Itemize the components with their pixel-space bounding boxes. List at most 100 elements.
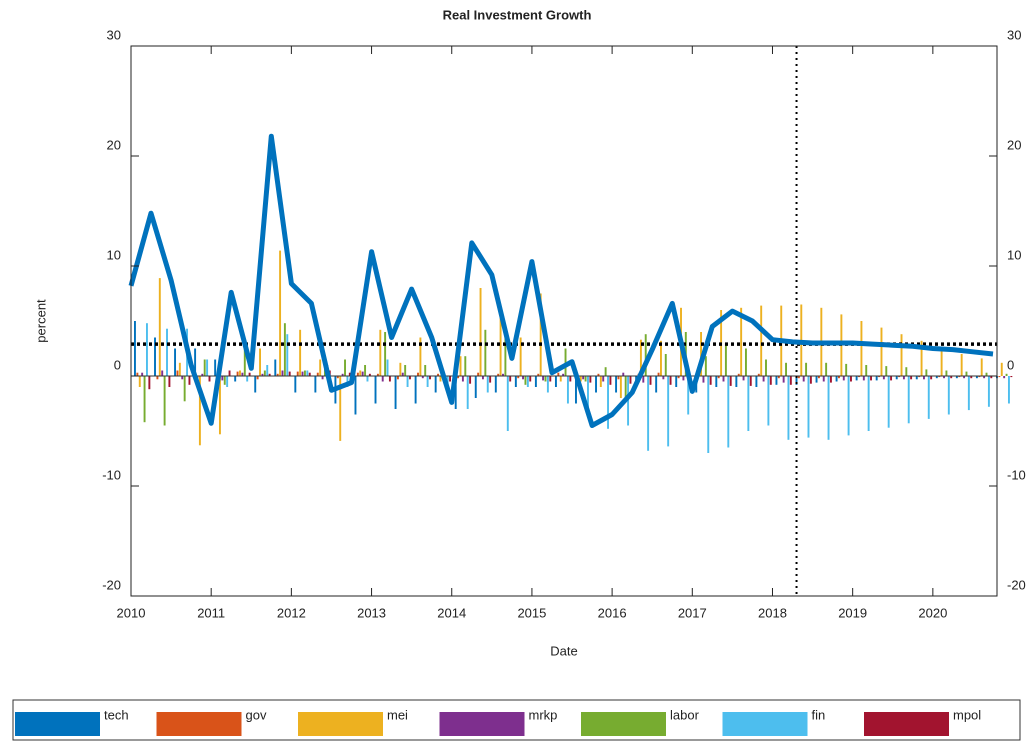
- bar: [359, 370, 362, 376]
- bar: [970, 376, 973, 379]
- bar: [502, 373, 504, 376]
- bar: [627, 376, 630, 426]
- bar: [296, 371, 299, 376]
- bar: [201, 373, 204, 376]
- bar: [234, 376, 237, 382]
- legend-label: mpol: [953, 707, 981, 722]
- bar: [168, 376, 171, 387]
- plot-frame: [130, 45, 998, 597]
- bar: [274, 359, 277, 376]
- x-axis-label: Date: [550, 643, 577, 658]
- bar: [154, 337, 156, 376]
- y2-tick-label: 0: [1007, 357, 1014, 372]
- bar: [875, 376, 878, 381]
- bar: [399, 362, 402, 376]
- bar: [223, 376, 226, 385]
- bar: [276, 373, 279, 376]
- bar: [481, 376, 484, 380]
- bar: [294, 376, 297, 393]
- bar: [935, 376, 938, 379]
- bar: [1007, 376, 1010, 404]
- bar: [134, 321, 136, 376]
- bar: [1003, 376, 1006, 379]
- bar: [279, 250, 282, 376]
- bar: [384, 332, 387, 376]
- bar: [366, 376, 369, 382]
- bar: [923, 376, 925, 380]
- y2-tick-label: 20: [1007, 137, 1021, 152]
- bar: [880, 327, 883, 376]
- bar: [379, 329, 382, 376]
- bar: [401, 372, 404, 376]
- bar: [283, 323, 286, 376]
- y-tick-label: 30: [107, 27, 121, 42]
- bar: [522, 376, 524, 380]
- bar: [388, 376, 391, 382]
- bar: [900, 334, 903, 376]
- bar: [221, 376, 224, 381]
- bar: [963, 376, 966, 379]
- bar: [624, 376, 627, 398]
- bar: [1005, 373, 1008, 376]
- bar: [795, 376, 798, 385]
- bar: [855, 376, 858, 381]
- bar: [822, 376, 825, 382]
- legend-swatch: [581, 712, 666, 736]
- bar: [702, 376, 705, 383]
- bar: [727, 376, 730, 448]
- bar: [737, 373, 740, 376]
- bar: [557, 372, 560, 376]
- bar: [174, 348, 177, 376]
- bar: [409, 376, 411, 380]
- bar: [539, 293, 542, 376]
- y-tick-label: 0: [114, 357, 121, 372]
- bar: [782, 376, 785, 383]
- bar: [617, 376, 620, 380]
- bar: [228, 370, 231, 376]
- bar: [895, 376, 898, 380]
- bar: [214, 359, 217, 376]
- bar: [497, 373, 500, 376]
- bar: [755, 376, 758, 387]
- bar: [306, 370, 309, 376]
- bar: [735, 376, 738, 387]
- y2-tick-label: -10: [1007, 467, 1026, 482]
- bar: [562, 373, 565, 376]
- bar: [417, 372, 419, 376]
- bar: [176, 370, 179, 376]
- bar: [715, 376, 718, 387]
- legend-swatch: [15, 712, 100, 736]
- bar: [835, 376, 838, 382]
- bar: [687, 376, 690, 415]
- bar: [243, 348, 246, 376]
- bar: [226, 376, 229, 387]
- bar: [642, 376, 645, 383]
- bar: [660, 340, 662, 376]
- bar: [504, 337, 507, 376]
- bar: [268, 373, 271, 376]
- bar: [707, 376, 710, 453]
- bar: [136, 372, 139, 376]
- bar: [514, 376, 517, 387]
- bar: [469, 376, 472, 384]
- bar: [181, 376, 184, 380]
- bar: [662, 376, 665, 380]
- bar: [301, 371, 304, 376]
- bar: [376, 373, 379, 376]
- bar: [484, 329, 487, 376]
- bar: [749, 376, 752, 386]
- bar: [664, 354, 667, 376]
- bar: [161, 370, 164, 376]
- bar: [838, 376, 840, 379]
- bar: [569, 376, 572, 382]
- bar: [902, 376, 905, 380]
- bar: [341, 373, 344, 376]
- bar: [987, 376, 990, 407]
- bar: [802, 376, 805, 382]
- bar: [156, 376, 159, 380]
- legend-label: tech: [104, 707, 129, 722]
- bar: [188, 376, 191, 385]
- bar: [615, 376, 618, 393]
- bar: [542, 376, 545, 381]
- bar: [777, 376, 780, 379]
